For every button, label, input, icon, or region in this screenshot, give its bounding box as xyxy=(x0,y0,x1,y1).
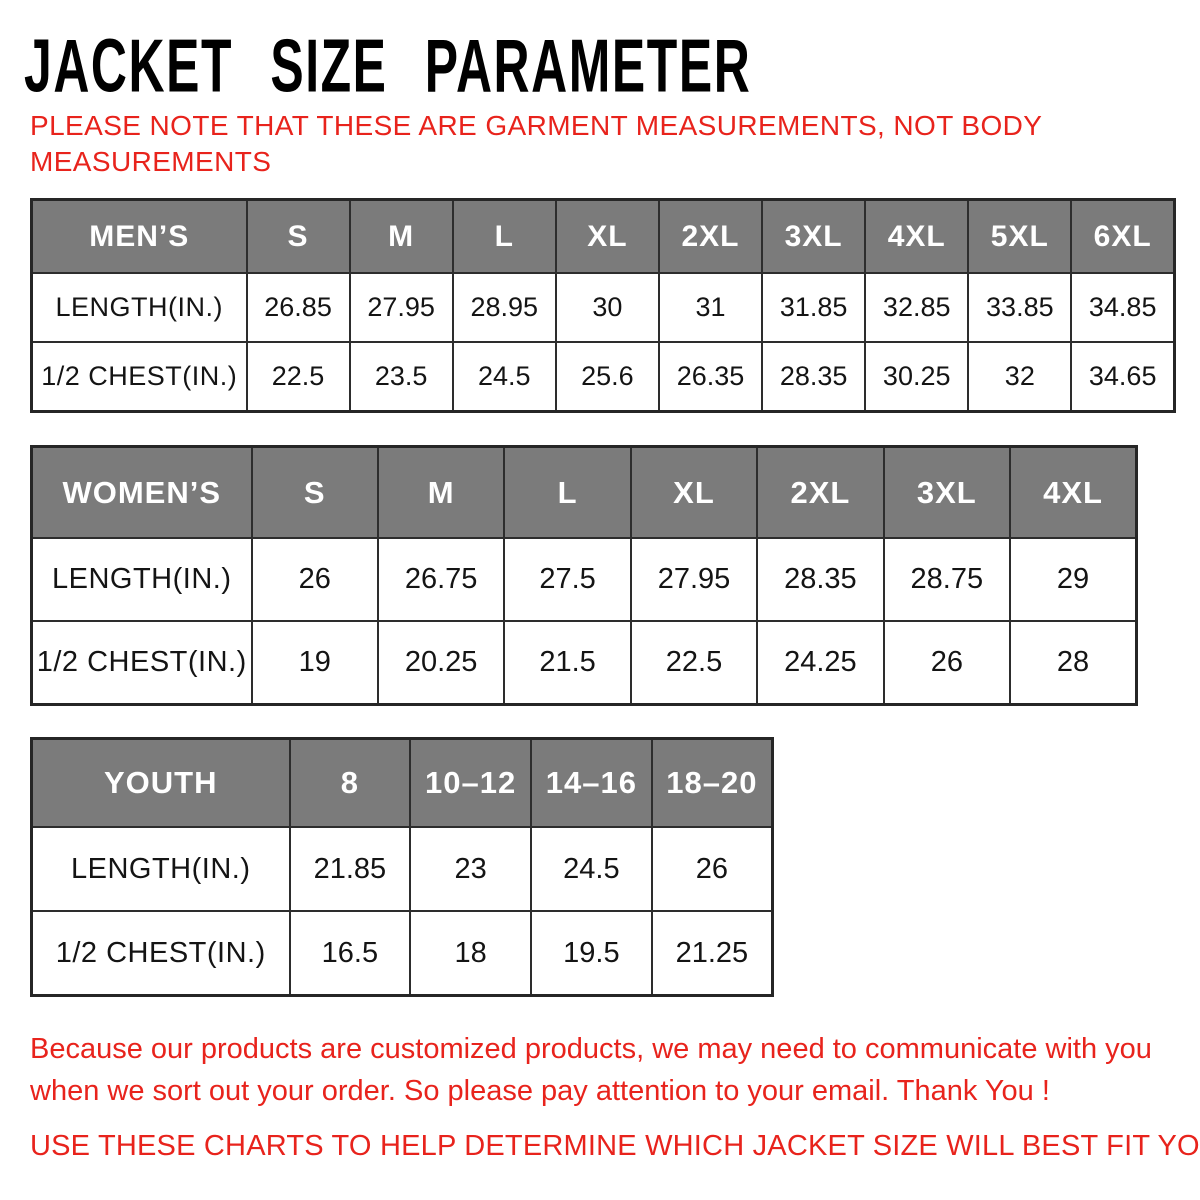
womens-measurement-value: 26.75 xyxy=(376,537,506,622)
mens-measurement-value: 28.95 xyxy=(451,272,557,343)
youth-row-label: 1/2 CHEST(IN.) xyxy=(30,910,291,997)
womens-size-header: XL xyxy=(629,445,759,539)
womens-size-header: 4XL xyxy=(1009,445,1138,539)
womens-measurement-value: 28 xyxy=(1009,620,1138,706)
mens-row-label: 1/2 CHEST(IN.) xyxy=(30,341,248,413)
mens-table-row: LENGTH(IN.) 26.85 27.95 28.95 30 31 31.85 32.85… xyxy=(30,272,1176,343)
mens-measurement-value: 34.65 xyxy=(1070,341,1176,413)
mens-table: MEN’S S M L XL 2XL 3XL 4XL 5XL 6XL LENGTH(IN.) 26.8… xyxy=(30,198,1176,413)
youth-size-header: 18–20 xyxy=(650,737,774,828)
youth-measurement-value: 24.5 xyxy=(530,826,653,912)
womens-size-header: 3XL xyxy=(882,445,1012,539)
mens-size-header: XL xyxy=(554,198,660,274)
mens-measurement-value: 27.95 xyxy=(348,272,454,343)
mens-measurement-value: 32.85 xyxy=(864,272,970,343)
mens-size-header: M xyxy=(348,198,454,274)
mens-measurement-value: 33.85 xyxy=(967,272,1073,343)
mens-measurement-value: 26.85 xyxy=(245,272,351,343)
womens-measurement-value: 29 xyxy=(1009,537,1138,622)
mens-measurement-value: 22.5 xyxy=(245,341,351,413)
mens-table-title: MEN’S xyxy=(30,198,248,274)
youth-table: YOUTH 8 10–12 14–16 18–20 LENGTH(IN.) 21.85 23 2… xyxy=(30,737,774,997)
notice-line-1: Because our products are customized prod… xyxy=(30,1033,1152,1065)
youth-measurement-value: 18 xyxy=(409,910,532,997)
youth-size-header: 10–12 xyxy=(409,737,532,828)
note-line-2: MEASUREMENTS xyxy=(30,146,272,177)
womens-measurement-value: 22.5 xyxy=(629,620,759,706)
womens-measurement-value: 27.95 xyxy=(629,537,759,622)
note-line-1: PLEASE NOTE THAT THESE ARE GARMENT MEASU… xyxy=(30,110,1043,141)
youth-measurement-value: 19.5 xyxy=(530,910,653,997)
womens-table-row: LENGTH(IN.) 26 26.75 27.5 27.95 28.35 28.75 29 xyxy=(30,537,1138,622)
notice-line-2: when we sort out your order. So please p… xyxy=(30,1075,1050,1107)
mens-measurement-value: 23.5 xyxy=(348,341,454,413)
use-charts-advice: USE THESE CHARTS TO HELP DETERMINE WHICH… xyxy=(30,1130,1200,1162)
womens-table: WOMEN’S S M L XL 2XL 3XL 4XL LENGTH(IN.) 26 26.75 2… xyxy=(30,445,1138,706)
womens-measurement-value: 19 xyxy=(250,620,379,706)
youth-measurement-value: 26 xyxy=(650,826,774,912)
mens-size-header: S xyxy=(245,198,351,274)
mens-size-header: L xyxy=(451,198,557,274)
mens-measurement-value: 31 xyxy=(657,272,764,343)
page-title: JACKET SIZE PARAMETER xyxy=(24,23,752,109)
mens-measurement-value: 26.35 xyxy=(657,341,764,413)
mens-row-label: LENGTH(IN.) xyxy=(30,272,248,343)
womens-size-table: WOMEN’S S M L XL 2XL 3XL 4XL LENGTH(IN.) 26 26.75 2… xyxy=(30,445,1138,706)
mens-size-header: 3XL xyxy=(761,198,867,274)
womens-table-row: 1/2 CHEST(IN.) 19 20.25 21.5 22.5 24.25 26 28 xyxy=(30,620,1138,706)
womens-measurement-value: 26 xyxy=(250,537,379,622)
womens-size-header: 2XL xyxy=(756,445,885,539)
youth-table-row: 1/2 CHEST(IN.) 16.5 18 19.5 21.25 xyxy=(30,910,774,997)
youth-measurement-value: 23 xyxy=(409,826,532,912)
mens-measurement-value: 30 xyxy=(554,272,660,343)
womens-measurement-value: 28.35 xyxy=(756,537,885,622)
womens-measurement-value: 24.25 xyxy=(756,620,885,706)
youth-size-header: 14–16 xyxy=(530,737,653,828)
womens-size-header: M xyxy=(376,445,506,539)
womens-measurement-value: 28.75 xyxy=(882,537,1012,622)
garment-measurement-note: PLEASE NOTE THAT THESE ARE GARMENT MEASU… xyxy=(30,108,1042,180)
youth-measurement-value: 21.85 xyxy=(288,826,412,912)
womens-measurement-value: 20.25 xyxy=(376,620,506,706)
womens-table-title: WOMEN’S xyxy=(30,445,253,539)
youth-size-header: 8 xyxy=(288,737,412,828)
womens-measurement-value: 21.5 xyxy=(503,620,632,706)
womens-row-label: 1/2 CHEST(IN.) xyxy=(30,620,253,706)
mens-table-row: 1/2 CHEST(IN.) 22.5 23.5 24.5 25.6 26.35 28.35… xyxy=(30,341,1176,413)
mens-measurement-value: 30.25 xyxy=(864,341,970,413)
youth-measurement-value: 21.25 xyxy=(650,910,774,997)
womens-measurement-value: 26 xyxy=(882,620,1012,706)
mens-measurement-value: 28.35 xyxy=(761,341,867,413)
mens-measurement-value: 31.85 xyxy=(761,272,867,343)
mens-size-header: 6XL xyxy=(1070,198,1176,274)
youth-size-table: YOUTH 8 10–12 14–16 18–20 LENGTH(IN.) 21.85 23 2… xyxy=(30,737,774,997)
womens-measurement-value: 27.5 xyxy=(503,537,632,622)
mens-measurement-value: 25.6 xyxy=(554,341,660,413)
mens-measurement-value: 34.85 xyxy=(1070,272,1176,343)
youth-row-label: LENGTH(IN.) xyxy=(30,826,291,912)
mens-size-table: MEN’S S M L XL 2XL 3XL 4XL 5XL 6XL LENGTH(IN.) 26.8… xyxy=(30,198,1176,413)
mens-size-header: 2XL xyxy=(657,198,764,274)
womens-size-header: L xyxy=(503,445,632,539)
customized-products-notice: Because our products are customized prod… xyxy=(30,1028,1152,1112)
womens-size-header: S xyxy=(250,445,379,539)
youth-table-title: YOUTH xyxy=(30,737,291,828)
mens-measurement-value: 24.5 xyxy=(451,341,557,413)
mens-measurement-value: 32 xyxy=(967,341,1073,413)
womens-row-label: LENGTH(IN.) xyxy=(30,537,253,622)
mens-size-header: 5XL xyxy=(967,198,1073,274)
mens-size-header: 4XL xyxy=(864,198,970,274)
youth-table-row: LENGTH(IN.) 21.85 23 24.5 26 xyxy=(30,826,774,912)
youth-measurement-value: 16.5 xyxy=(288,910,412,997)
